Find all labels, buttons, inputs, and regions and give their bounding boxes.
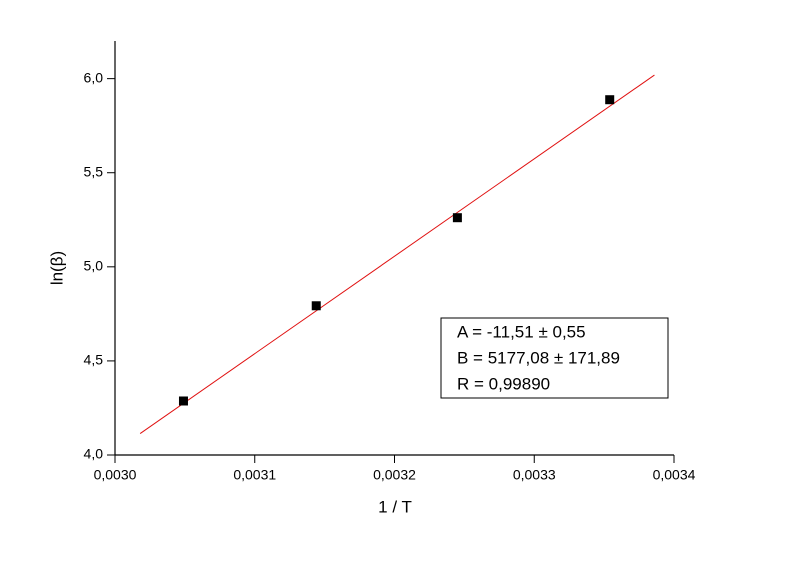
data-point	[311, 301, 321, 311]
data-point	[605, 95, 615, 105]
x-axis-title: 1 / T	[378, 497, 412, 516]
x-tick-label: 0,0032	[373, 467, 416, 483]
fit-info-box	[440, 317, 669, 399]
y-tick-label: 4,5	[84, 352, 104, 368]
y-tick-label: 5,5	[84, 163, 104, 179]
data-point	[178, 396, 188, 406]
data-point	[452, 213, 462, 223]
y-tick-label: 6,0	[84, 69, 104, 85]
x-tick-label: 0,0030	[94, 467, 137, 483]
fit-annotation: R = 0,99890	[457, 374, 550, 393]
fit-annotation: B = 5177,08 ± 171,89	[457, 348, 620, 367]
y-tick-label: 4,0	[84, 446, 104, 462]
y-axis-title: ln(β)	[47, 251, 66, 285]
x-tick-label: 0,0033	[513, 467, 556, 483]
y-tick-label: 5,0	[84, 258, 104, 274]
x-tick-label: 0,0031	[233, 467, 276, 483]
fit-annotation: A = -11,51 ± 0,55	[457, 322, 586, 341]
x-tick-label: 0,0034	[653, 467, 696, 483]
fit-line	[139, 74, 655, 434]
